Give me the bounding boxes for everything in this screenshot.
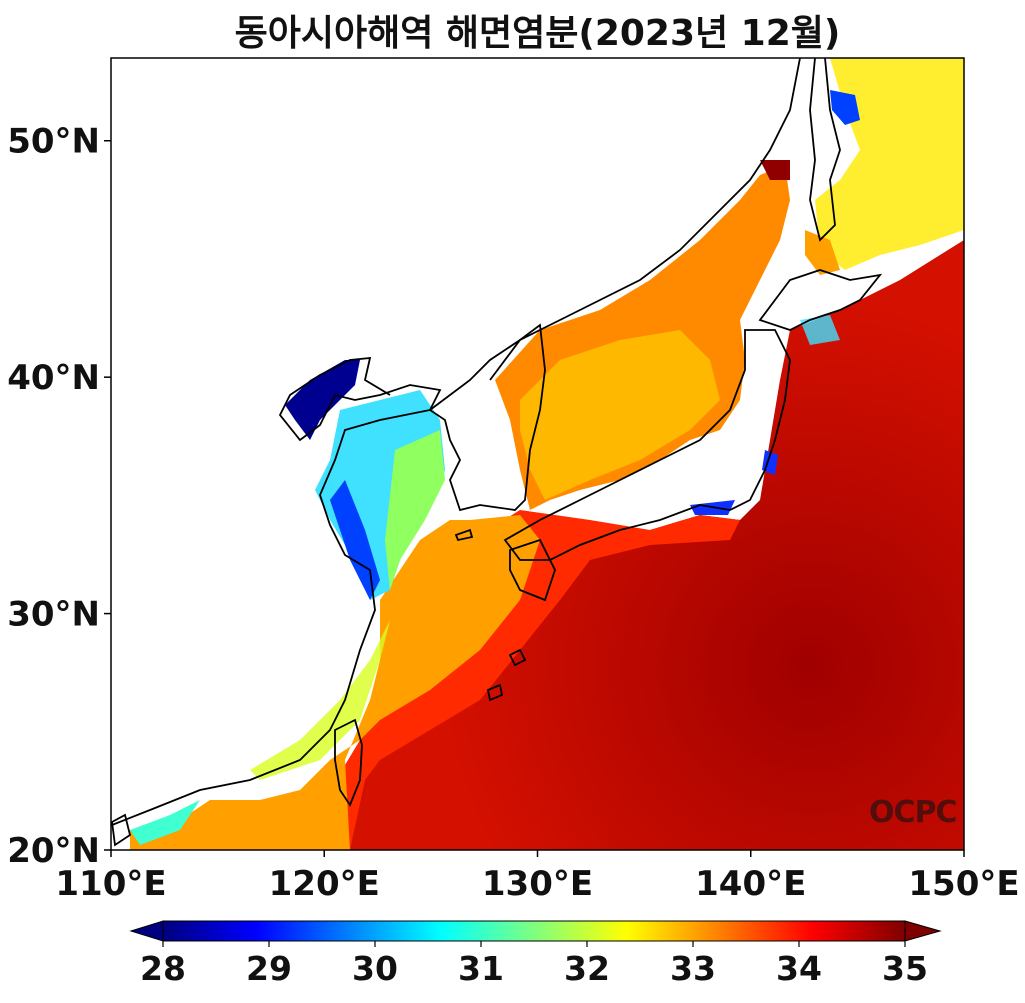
colorbar-tick-label: 29	[246, 949, 292, 988]
coastlines	[111, 58, 883, 847]
lon-tick-label: 110°E	[55, 864, 166, 904]
longitude-axis: 110°E 120°E 130°E 140°E 150°E	[55, 850, 1020, 904]
colorbar-tick-label: 34	[776, 949, 822, 988]
colorbar-tick-label: 28	[140, 949, 186, 988]
east-china-sea-field	[130, 515, 540, 850]
salinity-field	[111, 58, 964, 850]
lat-tick-label: 30°N	[7, 595, 100, 635]
colorbar-tick-label: 35	[882, 949, 928, 988]
lon-tick-label: 150°E	[908, 864, 1019, 904]
colorbar-tick-label: 32	[564, 949, 610, 988]
latitude-axis: 20°N 30°N 40°N 50°N	[7, 122, 111, 871]
lon-tick-label: 120°E	[269, 864, 380, 904]
pacific-ocean-field	[350, 240, 964, 850]
colorbar-tick-label: 31	[458, 949, 504, 988]
colorbar-tick-label: 30	[352, 949, 398, 988]
lat-tick-label: 50°N	[7, 122, 100, 162]
lon-tick-label: 130°E	[482, 864, 593, 904]
map-title: 동아시아해역 해면염분(2023년 12월)	[234, 13, 841, 54]
lat-tick-label: 20°N	[7, 831, 100, 871]
bohai-sea-field	[285, 360, 360, 440]
colorbar-tick-label: 33	[670, 949, 716, 988]
lon-tick-label: 140°E	[695, 864, 806, 904]
colorbar: 28 29 30 31 32 33 34 35	[129, 920, 942, 988]
ocpc-watermark: OCPC	[869, 795, 958, 830]
lat-tick-label: 40°N	[7, 358, 100, 398]
